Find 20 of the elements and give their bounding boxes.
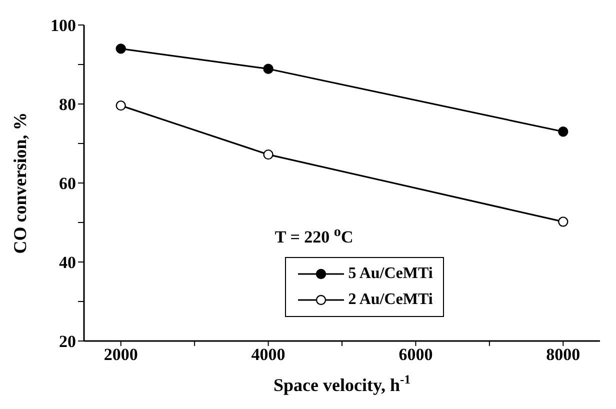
point (116, 100, 126, 111)
y-tick-label: 60 (59, 174, 76, 194)
y-axis-title: CO conversion, % (10, 112, 30, 254)
legend-label: 5 Au/CeMTi (348, 265, 433, 284)
point (558, 216, 568, 227)
y-tick-label: 40 (59, 253, 76, 272)
point (558, 126, 568, 137)
x-tick-label: 8000 (546, 345, 580, 364)
y-tick-label: 80 (59, 95, 76, 114)
y-tick-label: 100 (50, 16, 76, 36)
annotation: T = 220 $^{o}$C (274, 224, 354, 248)
x-axis-title: Space velocity, h$^{-1}$ (274, 372, 410, 395)
y-tick-label: 20 (59, 332, 76, 352)
point (116, 44, 126, 54)
x-tick-label: 2000 (104, 345, 138, 364)
point (263, 149, 274, 160)
x-tick-label: 6000 (398, 345, 433, 364)
legend-label: 2 Au/CeMTi (348, 291, 433, 310)
point (263, 64, 274, 74)
x-tick-label: 4000 (251, 345, 286, 364)
